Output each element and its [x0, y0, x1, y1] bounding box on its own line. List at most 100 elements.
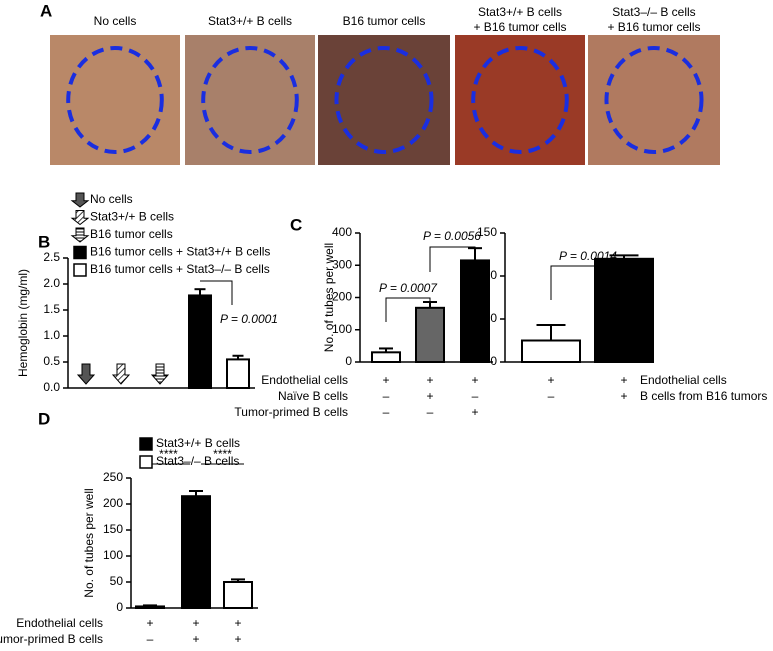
photo-label-line: + B16 tumor cells	[607, 20, 700, 34]
bar	[135, 605, 165, 610]
bar	[188, 294, 212, 389]
photo-label-line: + B16 tumor cells	[473, 20, 566, 34]
condition-sign: +	[426, 389, 433, 403]
panel-label: C	[290, 215, 302, 234]
region-circle	[66, 46, 164, 154]
legend-label: Stat3+/+ B cells	[90, 210, 174, 224]
region-circle	[201, 46, 299, 154]
condition-sign: +	[547, 373, 554, 387]
photo	[588, 35, 720, 165]
y-tick-label: 150	[103, 522, 123, 536]
legend-label: B16 tumor cells	[90, 227, 173, 241]
y-tick-label: 2.5	[43, 250, 60, 264]
y-tick-label: 1.0	[43, 328, 60, 342]
y-tick-label: 250	[103, 470, 123, 484]
condition-sign: +	[620, 389, 627, 403]
bracket	[429, 246, 476, 272]
condition-label: Tumor-primed B cells	[234, 405, 348, 419]
arrow-marker	[70, 210, 90, 226]
y-tick-label: 200	[103, 496, 123, 510]
condition-label: Tumor-primed B cells	[0, 632, 103, 646]
arrow-marker	[111, 363, 131, 385]
error-bar	[536, 324, 566, 341]
condition-label: Endothelial cells	[640, 373, 727, 387]
condition-sign: +	[426, 373, 433, 387]
legend-label: Stat3–/– B cells	[156, 454, 239, 468]
bar	[415, 306, 445, 364]
bar	[371, 351, 401, 364]
condition-sign: –	[383, 389, 390, 403]
condition-sign: +	[146, 616, 153, 630]
bar	[181, 495, 211, 610]
annotation: P = 0.0001	[220, 312, 278, 326]
legend-swatch	[73, 245, 87, 260]
y-tick-label: 2.0	[43, 276, 60, 290]
condition-sign: –	[427, 405, 434, 419]
y-tick-label: 100	[103, 548, 123, 562]
arrow-marker	[150, 363, 170, 385]
bar	[521, 339, 581, 363]
condition-sign: +	[192, 632, 199, 646]
y-tick-label: 100	[332, 322, 352, 336]
condition-sign: –	[548, 389, 555, 403]
legend-label: B16 tumor cells + Stat3+/+ B cells	[90, 245, 270, 259]
condition-sign: –	[472, 389, 479, 403]
error-bar	[143, 604, 157, 607]
bar	[460, 259, 490, 364]
photo	[50, 35, 180, 165]
photo-label: Stat3+/+ B cells	[208, 14, 292, 28]
region-circle	[334, 46, 434, 154]
bar	[226, 358, 250, 389]
photo-label: B16 tumor cells	[343, 14, 426, 28]
panel-label: D	[38, 409, 50, 428]
condition-sign: +	[192, 616, 199, 630]
photo	[455, 35, 585, 165]
error-bar	[232, 354, 244, 360]
bracket	[200, 280, 233, 305]
y-tick-label: 0	[490, 354, 497, 368]
arrow-marker	[70, 227, 90, 243]
photo-label: Stat3+/+ B cells + B16 tumor cells	[473, 5, 566, 34]
region-circle	[471, 46, 569, 154]
arrow-marker	[70, 192, 90, 208]
region-circle	[604, 46, 704, 154]
condition-sign: +	[234, 616, 241, 630]
annotation: P = 0.0007	[379, 281, 438, 295]
condition-label: Naïve B cells	[278, 389, 348, 403]
bar	[223, 581, 253, 609]
condition-sign: +	[620, 373, 627, 387]
condition-sign: –	[147, 632, 154, 646]
y-axis-label: No. of tubes per well	[322, 243, 336, 352]
condition-sign: +	[234, 632, 241, 646]
error-bar	[609, 254, 639, 259]
y-tick-label: 200	[332, 290, 352, 304]
condition-label: Endothelial cells	[261, 373, 348, 387]
condition-label: B cells from B16 tumors	[640, 389, 767, 403]
condition-sign: +	[382, 373, 389, 387]
y-tick-label: 0	[116, 600, 123, 614]
photo-label: Stat3–/– B cells + B16 tumor cells	[607, 5, 700, 34]
annotation: P = 0.0014	[559, 249, 617, 263]
bracket	[550, 265, 625, 300]
y-tick-label: 400	[332, 225, 352, 239]
error-bar	[379, 347, 393, 353]
arrow-marker	[76, 363, 96, 385]
y-tick-label: 100	[477, 268, 497, 282]
y-tick-label: 0.5	[43, 354, 60, 368]
error-bar	[194, 288, 206, 296]
legend-label: Stat3+/+ B cells	[156, 436, 240, 450]
y-axis-label: Hemoglobin (mg/ml)	[16, 269, 30, 377]
y-tick-label: 0	[345, 354, 352, 368]
y-tick-label: 1.5	[43, 302, 60, 316]
legend-swatch	[139, 455, 153, 469]
condition-label: Endothelial cells	[16, 616, 103, 630]
error-bar	[189, 490, 203, 497]
condition-sign: +	[471, 405, 478, 419]
annotation: P = 0.0056	[423, 229, 481, 243]
photo	[185, 35, 315, 165]
legend-swatch	[139, 437, 153, 451]
panel-label: B	[38, 232, 50, 251]
annotation: ****	[213, 447, 232, 461]
bracket	[385, 297, 431, 322]
